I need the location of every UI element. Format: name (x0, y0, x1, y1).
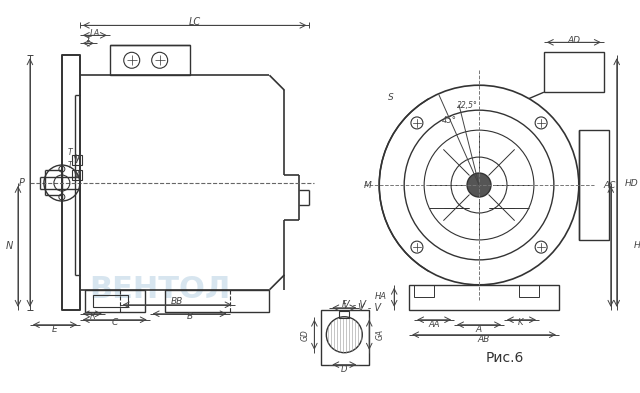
Text: T: T (85, 36, 90, 45)
Circle shape (467, 173, 491, 197)
Text: N: N (6, 241, 13, 251)
Bar (93, 295, 128, 307)
Text: AD: AD (567, 36, 580, 45)
Bar (519, 285, 539, 297)
Text: T: T (68, 148, 72, 156)
Text: Рис.6: Рис.6 (485, 351, 524, 365)
Bar (85, 290, 145, 312)
Text: F: F (342, 300, 347, 309)
Text: AB: AB (478, 335, 490, 344)
Bar (414, 285, 434, 297)
Text: V: V (74, 154, 80, 163)
Bar (544, 52, 604, 92)
Text: HD: HD (625, 178, 638, 187)
Text: GA: GA (375, 329, 384, 340)
Text: ВЕНТОЛ: ВЕНТОЛ (89, 275, 230, 304)
Text: R: R (90, 312, 96, 321)
Text: C: C (111, 318, 118, 327)
Bar (62, 55, 80, 310)
Text: AC: AC (604, 180, 616, 189)
Bar (339, 311, 349, 318)
Text: BB: BB (170, 297, 183, 306)
Bar (72, 170, 82, 180)
Text: HA: HA (375, 292, 387, 301)
Text: K: K (518, 318, 524, 327)
Text: H: H (634, 241, 640, 250)
Text: T: T (68, 161, 72, 169)
Text: V: V (74, 156, 79, 165)
Text: P: P (19, 178, 25, 188)
Bar (72, 155, 82, 165)
Text: M: M (364, 180, 371, 189)
Text: A: A (476, 325, 482, 334)
Text: LC: LC (189, 17, 201, 28)
Text: V: V (74, 171, 79, 180)
Text: LA: LA (90, 29, 100, 38)
Text: E: E (52, 325, 58, 334)
Bar (409, 285, 559, 310)
Text: 22,5°: 22,5° (456, 101, 477, 110)
Text: 45°: 45° (442, 116, 456, 125)
Bar (110, 45, 189, 75)
Bar (164, 290, 269, 312)
Text: S: S (388, 93, 394, 102)
Text: V: V (74, 171, 80, 180)
Text: V - V: V - V (343, 300, 366, 310)
Bar (579, 130, 609, 240)
Text: GD: GD (300, 329, 309, 341)
Text: D: D (341, 365, 348, 374)
Bar (321, 310, 369, 365)
Text: AA: AA (428, 320, 440, 329)
Text: B: B (186, 312, 193, 321)
Text: V - V: V - V (358, 303, 381, 313)
